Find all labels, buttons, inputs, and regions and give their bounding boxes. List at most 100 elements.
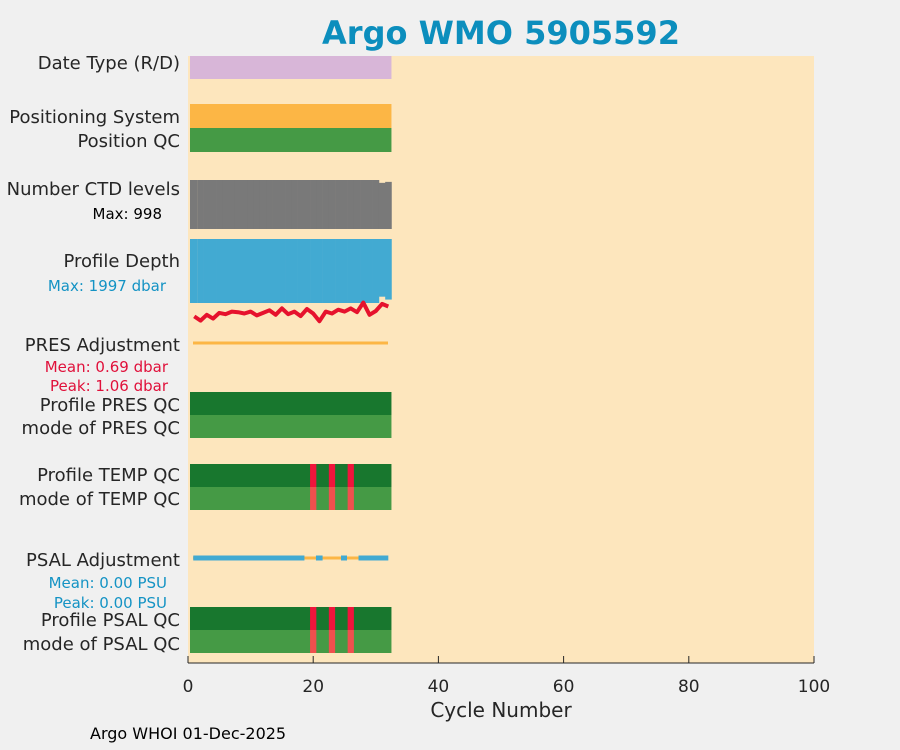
x-tick-label: 80 [678,677,700,697]
mode-psal-qc-bar-bad-cycle [347,630,354,653]
profile-depth-bar [247,239,255,303]
ctd-levels-bar [303,180,311,229]
row-label-mode-of-temp-qc: mode of TEMP QC [19,489,180,510]
profile-pres-qc-bar [190,392,392,415]
ctd-levels-bar [228,180,236,229]
row-label-psal-adjustment: PSAL Adjustment [26,550,180,571]
ctd-levels-bar [297,180,305,229]
profile-depth-bar [278,239,286,303]
profile-depth-bar [222,239,229,303]
mode-pres-qc-bar [190,415,392,438]
x-tick-label: 40 [428,677,450,697]
profile-depth-bar [259,239,267,303]
profile-depth-bar [328,239,336,303]
ctd-levels-bar [234,180,242,229]
row-label-profile-depth: Profile Depth [63,251,180,272]
ctd-levels-bar [372,180,380,229]
x-tick-label: 60 [553,677,575,697]
profile-depth-bar [347,239,355,303]
row-label-mode-of-pres-qc: mode of PRES QC [22,418,180,439]
ctd-levels-bar [203,180,211,229]
ctd-levels-bar [253,180,261,229]
ctd-levels-bar [353,180,361,229]
profile-temp-qc-bar-bad-cycle [310,464,317,487]
ctd-levels-bar [266,180,273,229]
profile-depth-bar [341,239,348,303]
x-tick-label: 100 [798,677,830,697]
profile-temp-qc-bar-bad-cycle [328,464,336,487]
x-axis-label: Cycle Number [430,698,572,722]
ctd-levels-bar [347,180,355,229]
profile-depth-bar [197,239,204,303]
ctd-levels-bar [272,180,280,229]
date-type-bar [190,56,392,79]
chart-title: Argo WMO 5905592 [322,14,680,52]
row-label-number-ctd-levels: Number CTD levels [7,179,180,200]
profile-depth-bar [316,239,323,303]
row-label-date-type-r-d: Date Type (R/D) [38,53,180,74]
profile-depth-bar [353,239,361,303]
profile-temp-qc-bar [190,464,392,487]
profile-depth-bar [385,239,392,300]
profile-depth-bar [360,239,367,303]
ctd-levels-bar [216,180,223,229]
ctd-levels-bar [209,180,217,229]
row-label-profile-temp-qc: Profile TEMP QC [37,465,180,486]
profile-depth-bar [241,239,248,303]
ctd-levels-bar [222,180,229,229]
position-qc-bar [190,128,392,152]
mode-temp-qc-bar-bad-cycle [310,487,317,510]
ctd-levels-bar [310,180,317,229]
row-label-profile-pres-qc: Profile PRES QC [40,395,180,416]
profile-psal-qc-bar [190,607,392,630]
profile-depth-bar [228,239,236,303]
row-label-position-qc: Position QC [77,131,180,152]
profile-depth-bar [216,239,223,303]
profile-depth-bar [335,239,342,303]
pres-adjustment-peak: Peak: 1.06 dbar [50,377,169,395]
ctd-levels-bar [366,180,373,229]
row-label-mode-of-psal-qc: mode of PSAL QC [23,634,180,655]
x-tick-label: 20 [302,677,324,697]
mode-temp-qc-bar [190,487,392,510]
ctd-levels-bar [328,180,336,229]
profile-depth-bar [253,239,261,303]
positioning-system-bar [190,104,392,128]
plot-area [188,56,814,663]
ctd-levels-bar [385,181,392,229]
ctd-levels-bar [247,180,255,229]
profile-depth-bar [366,239,373,303]
profile-psal-qc-bar-bad-cycle [328,607,336,630]
ctd-levels-bar [291,180,298,229]
profile-psal-qc-bar-bad-cycle [310,607,317,630]
profile-depth-bar [310,239,317,303]
mode-temp-qc-bar-bad-cycle [328,487,336,510]
profile-depth-bar [272,239,280,303]
mode-psal-qc-bar-bad-cycle [310,630,317,653]
profile-depth-bar [378,239,386,297]
profile-depth-bar [303,239,311,303]
mode-psal-qc-bar-bad-cycle [328,630,336,653]
ctd-levels-bar [285,180,292,229]
profile-psal-qc-bar-bad-cycle [347,607,354,630]
pres-adjustment-series [193,300,390,324]
ctd-levels-bar [322,180,330,229]
profile-depth-bar [285,239,292,303]
ctd-levels-bar [259,180,267,229]
ctd-levels-max: Max: 998 [93,205,162,223]
ctd-levels-bar [190,180,198,229]
profile-depth-bar [234,239,242,303]
ctd-levels-bar [378,182,386,229]
profile-depth-bar [291,239,298,303]
row-label-pres-adjustment: PRES Adjustment [25,335,180,356]
pres-adjustment-mean: Mean: 0.69 dbar [45,358,169,376]
profile-depth-bar [322,239,330,303]
profile-depth-bar [372,239,380,303]
ctd-levels-bar [241,180,248,229]
psal-adjustment-peak: Peak: 0.00 PSU [54,594,167,612]
ctd-levels-bar [316,180,323,229]
profile-depth-max: Max: 1997 dbar [48,277,167,295]
ctd-levels-bar [197,180,204,229]
x-tick-label: 0 [183,677,194,697]
ctd-levels-bar [341,180,348,229]
